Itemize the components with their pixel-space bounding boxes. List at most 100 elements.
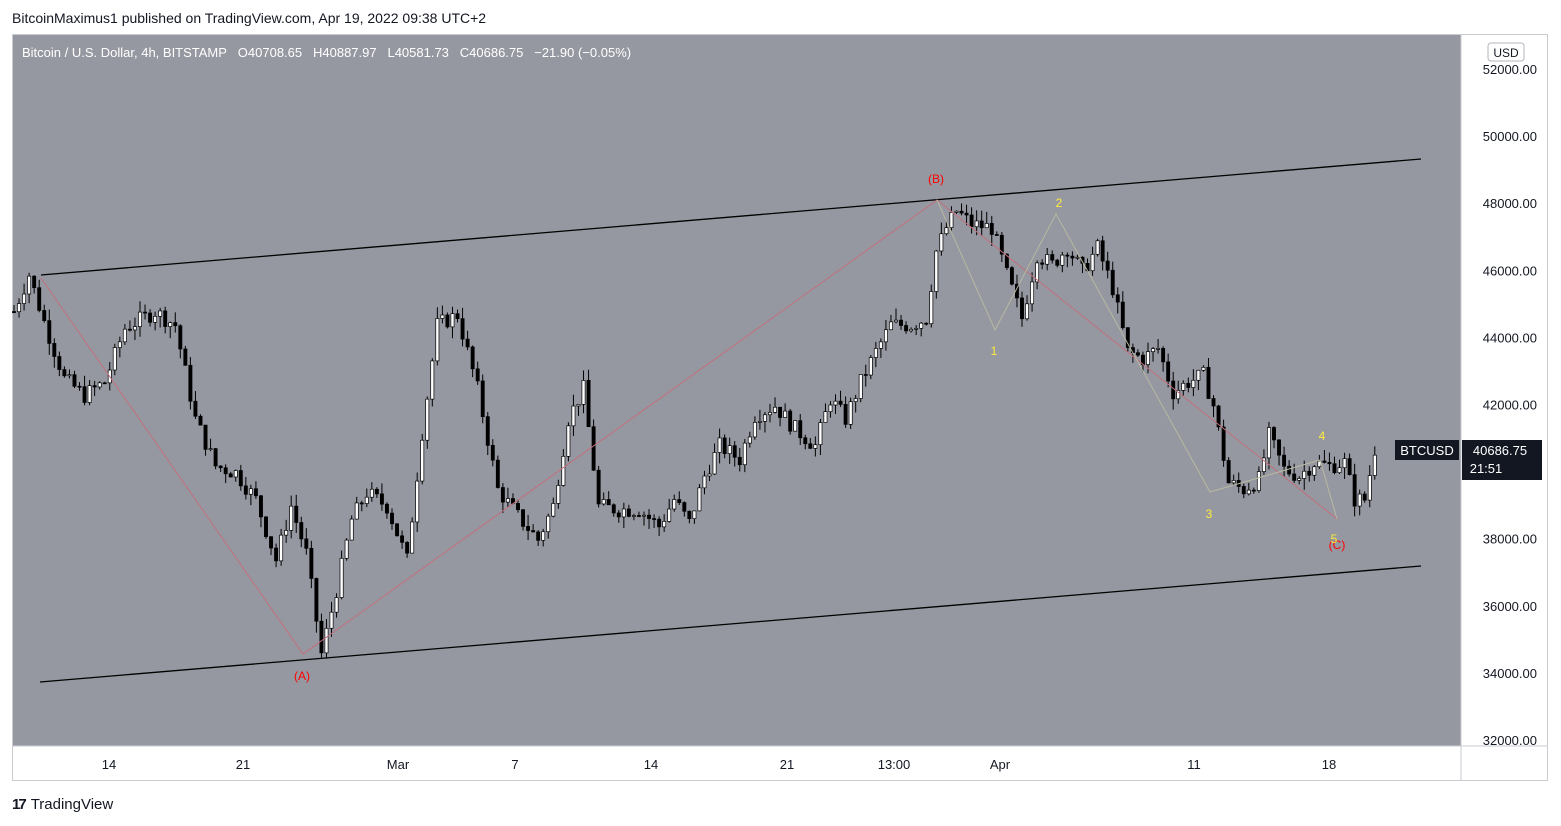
- legend-close: 40686.75: [469, 45, 524, 60]
- legend-symbol: Bitcoin / U.S. Dollar, 4h, BITSTAMP: [22, 45, 227, 60]
- candle-body: [1367, 475, 1372, 501]
- candle-body: [526, 526, 531, 531]
- time-tick-label: Mar: [387, 757, 410, 772]
- candle-body: [848, 401, 853, 425]
- candle-body: [682, 502, 687, 512]
- candle-body: [354, 502, 359, 520]
- candle-body: [752, 422, 757, 438]
- candle-body: [284, 530, 289, 536]
- candle-body: [873, 348, 878, 358]
- candle-body: [621, 508, 626, 518]
- tradingview-brand[interactable]: 17 TradingView: [12, 796, 113, 813]
- candle-body: [1231, 480, 1236, 484]
- candle-body: [838, 400, 843, 405]
- candle-body: [979, 220, 984, 229]
- time-tick-label: 11: [1187, 757, 1201, 772]
- candle-body: [87, 385, 92, 403]
- candle-body: [12, 311, 16, 313]
- candle-body: [238, 470, 243, 487]
- candle-body: [289, 505, 294, 531]
- candle-body: [319, 620, 324, 654]
- tradingview-brand-label: TradingView: [30, 796, 114, 813]
- candle-body: [349, 518, 354, 541]
- candle-body: [223, 467, 228, 475]
- candle-body: [984, 223, 989, 229]
- candle-body: [662, 521, 667, 528]
- candle-body: [657, 518, 662, 528]
- price-tick-label: 48000.00: [1483, 196, 1537, 211]
- time-tick-label: 14: [644, 757, 658, 772]
- price-tick-label: 36000.00: [1483, 599, 1537, 614]
- candle-body: [1050, 254, 1055, 261]
- candle-body: [964, 212, 969, 216]
- candle-body: [798, 420, 803, 439]
- candle-body: [183, 348, 188, 366]
- candle-body: [1347, 458, 1352, 475]
- price-tick-label: 52000.00: [1483, 62, 1537, 77]
- chart-plot-area[interactable]: [13, 35, 1461, 746]
- impulse-wave-line: [936, 199, 1338, 520]
- candle-body: [904, 325, 909, 332]
- candle-body: [1277, 439, 1281, 456]
- candle-body: [1156, 348, 1161, 350]
- candle-body: [485, 416, 490, 446]
- time-tick-label: 21: [236, 757, 250, 772]
- legend-o-label: O: [237, 45, 248, 60]
- candle-body: [546, 515, 551, 533]
- legend-high: 40887.97: [322, 45, 377, 60]
- symbol-tag: BTCUSD: [1400, 443, 1453, 458]
- candle-body: [1125, 327, 1130, 348]
- candle-body: [188, 364, 193, 402]
- candle-body: [37, 287, 42, 311]
- candle-body: [279, 534, 284, 562]
- time-axis[interactable]: 14 21 Mar 7 14 21 13:00 Apr 11 18: [102, 757, 1336, 772]
- candle-body: [1004, 253, 1009, 268]
- candle-body: [974, 220, 979, 228]
- candle-body: [586, 380, 591, 428]
- candle-body: [858, 374, 863, 399]
- candle-body: [1297, 478, 1302, 481]
- price-tick-label: 46000.00: [1483, 263, 1537, 278]
- currency-button-box[interactable]: [1487, 42, 1525, 62]
- ohlc-legend: Bitcoin / U.S. Dollar, 4h, BITSTAMP O407…: [22, 45, 631, 60]
- candle-body: [1080, 256, 1085, 264]
- candle-body: [813, 444, 818, 449]
- candle-body: [1226, 460, 1231, 484]
- candle-body: [878, 341, 883, 349]
- candle-body: [445, 314, 450, 328]
- candle-body: [1251, 489, 1256, 492]
- candle-body: [334, 597, 339, 613]
- wave-label-3: 3: [1206, 507, 1213, 521]
- candle-body: [395, 523, 399, 537]
- candle-body: [158, 310, 163, 317]
- candle-body: [274, 547, 279, 562]
- candle-body: [1045, 254, 1050, 265]
- tradingview-logo-icon: 17: [12, 796, 27, 813]
- candle-body: [364, 496, 369, 504]
- candle-body: [309, 547, 314, 579]
- currency-button[interactable]: USD: [1493, 46, 1519, 60]
- candle-body: [72, 374, 77, 387]
- candle-body: [390, 512, 394, 525]
- candle-body: [228, 473, 233, 478]
- candle-body: [1206, 366, 1211, 399]
- candle-body: [138, 311, 142, 327]
- candle-body: [843, 404, 848, 425]
- candle-body: [1246, 489, 1251, 495]
- wave-label-a: (A): [294, 669, 310, 683]
- candle-body: [561, 455, 566, 486]
- candle-body: [566, 425, 571, 457]
- candle-body: [117, 341, 122, 348]
- candle-body: [1186, 382, 1191, 388]
- price-tick-label: 42000.00: [1483, 398, 1537, 413]
- candle-body: [1090, 253, 1095, 272]
- wave-label-b: (B): [928, 172, 944, 186]
- price-tag-countdown: 21:51: [1470, 461, 1503, 476]
- candle-body: [1070, 255, 1075, 259]
- candle-body: [1040, 262, 1045, 265]
- candle-body: [379, 493, 384, 505]
- candle-body: [803, 437, 808, 445]
- candle-body: [1161, 348, 1166, 363]
- price-axis[interactable]: 52000.00 50000.00 48000.00 46000.00 44000.00…: [1483, 62, 1537, 748]
